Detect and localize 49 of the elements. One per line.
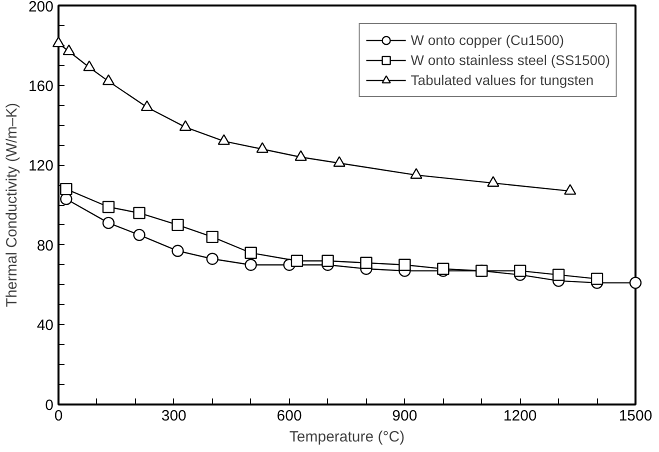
x-tick-label: 900 (392, 408, 418, 424)
point (102, 74, 115, 86)
legend-label: W onto copper (Cu1500) (410, 32, 564, 48)
point (294, 150, 307, 161)
point (564, 184, 576, 195)
point (360, 256, 372, 269)
point (102, 216, 115, 230)
point (256, 142, 268, 153)
point (62, 44, 75, 56)
y-tick-label: 80 (36, 237, 54, 254)
point (140, 100, 154, 112)
point (514, 264, 526, 277)
point (487, 176, 500, 187)
point (52, 36, 65, 48)
point (244, 258, 257, 271)
legend-label: Tabulated values for tungsten (410, 72, 594, 88)
point (590, 272, 604, 285)
point (398, 258, 411, 271)
point (206, 252, 218, 265)
point (333, 156, 346, 167)
y-tick-label: 0 (45, 397, 54, 414)
point (218, 134, 230, 145)
y-axis-title: Thermal Conductivity (W/m–K) (3, 102, 20, 308)
y-tick-label: 40 (36, 317, 54, 334)
point (322, 254, 334, 267)
y-tick-label: 160 (28, 78, 54, 95)
point (552, 268, 565, 281)
point (102, 200, 115, 214)
y-tick-label: 200 (28, 0, 54, 16)
point (290, 254, 304, 267)
x-axis-title: Temperature (°C) (289, 428, 405, 446)
point (60, 182, 72, 196)
point (206, 230, 218, 244)
point (476, 264, 488, 277)
x-tick-label: 1500 (618, 408, 652, 424)
point (172, 218, 184, 232)
point (629, 276, 642, 289)
point (244, 246, 257, 259)
x-tick-label: 1200 (503, 408, 537, 424)
point (133, 228, 146, 242)
x-tick-label: 300 (161, 408, 186, 424)
point (133, 206, 146, 220)
y-tick-label: 120 (28, 158, 54, 175)
legend-label: W onto stainless steel (SS1500) (410, 52, 610, 68)
point (410, 168, 422, 179)
point (172, 244, 184, 257)
point (179, 120, 192, 131)
point (83, 60, 96, 72)
x-tick-label: 600 (276, 408, 302, 424)
